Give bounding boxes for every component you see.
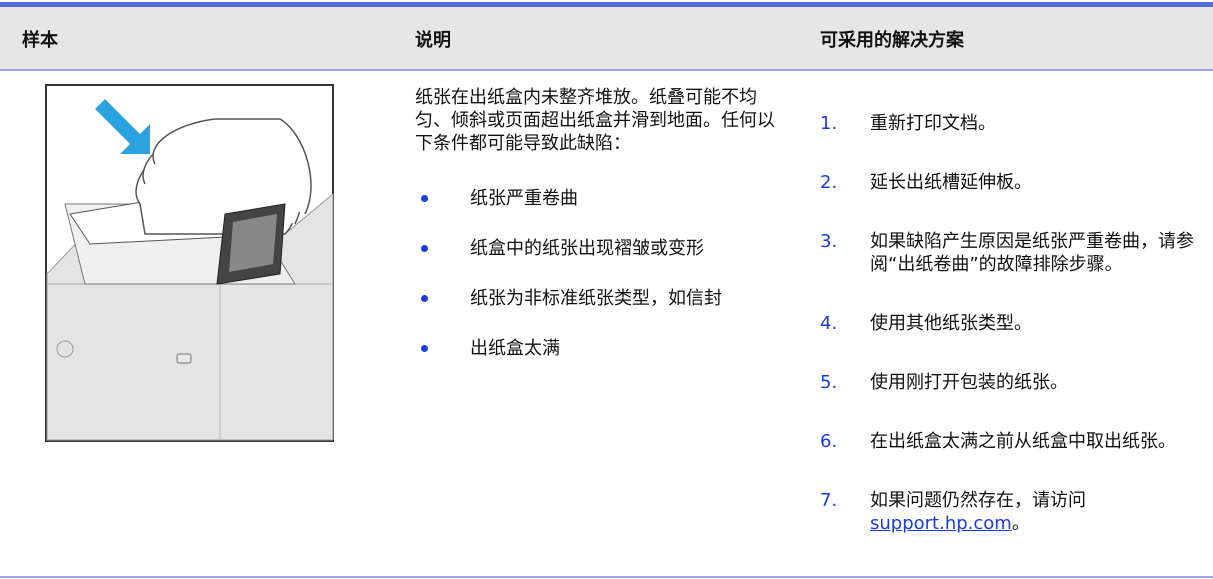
item-text: 重新打印文档。 <box>870 113 996 134</box>
solution-item: 2. 延长出纸槽延伸板。 <box>820 171 1200 194</box>
column-header: 样本 <box>22 30 58 51</box>
item-number: 5. <box>820 372 838 393</box>
item-text: 延长出纸槽延伸板。 <box>870 172 1032 193</box>
table-header: 样本 说明 可采用的解决方案 <box>0 7 1213 71</box>
item-text: 使用刚打开包装的纸张。 <box>870 372 1068 393</box>
bullet: 出纸盒太满 <box>415 337 790 360</box>
item-text: 如果问题仍然存在，请访问 <box>870 490 1086 511</box>
item-number: 3. <box>820 231 838 252</box>
solution-item: 4. 使用其他纸张类型。 <box>820 312 1200 335</box>
item-number: 1. <box>820 113 838 134</box>
item-text: 使用其他纸张类型。 <box>870 313 1032 334</box>
bullet: 纸张严重卷曲 <box>415 187 790 210</box>
item-text: 在出纸盒太满之前从纸盒中取出纸张。 <box>870 431 1176 452</box>
sample-image <box>45 84 334 442</box>
item-number: 2. <box>820 172 838 193</box>
solution-item: 5. 使用刚打开包装的纸张。 <box>820 371 1200 394</box>
bullet: 纸盒中的纸张出现褶皱或变形 <box>415 237 790 260</box>
bullet-list: 纸张严重卷曲 纸盒中的纸张出现褶皱或变形 纸张为非标准纸张类型，如信封 出纸盒太… <box>415 187 790 360</box>
column-header: 说明 <box>415 30 451 51</box>
top-rule <box>0 2 1213 7</box>
solution-item: 3. 如果缺陷产生原因是纸张严重卷曲，请参阅“出纸卷曲”的故障排除步骤。 <box>820 230 1200 276</box>
item-number: 6. <box>820 431 838 452</box>
solution-item: 7. 如果问题仍然存在，请访问support.hp.com。 <box>820 489 1200 535</box>
support-link[interactable]: support.hp.com <box>870 513 1012 534</box>
description-text: 纸张在出纸盒内未整齐堆放。纸叠可能不均匀、倾斜或页面超出纸盒并滑到地面。任何以下… <box>415 87 775 154</box>
solution-item: 6. 在出纸盒太满之前从纸盒中取出纸张。 <box>820 430 1200 453</box>
item-text: 如果缺陷产生原因是纸张严重卷曲，请参阅“出纸卷曲”的故障排除步骤。 <box>870 231 1194 275</box>
item-number: 7. <box>820 490 838 511</box>
bullet: 纸张为非标准纸张类型，如信封 <box>415 287 790 310</box>
item-number: 4. <box>820 313 838 334</box>
description: 纸张在出纸盒内未整齐堆放。纸叠可能不均匀、倾斜或页面超出纸盒并滑到地面。任何以下… <box>415 86 790 387</box>
solutions: 1. 重新打印文档。 2. 延长出纸槽延伸板。 3. 如果缺陷产生原因是纸张严重卷曲，请参… <box>820 112 1200 571</box>
bottom-rule <box>0 576 1213 578</box>
column-header: 可采用的解决方案 <box>820 30 964 51</box>
solution-item: 1. 重新打印文档。 <box>820 112 1200 135</box>
item-suffix: 。 <box>1011 513 1030 534</box>
